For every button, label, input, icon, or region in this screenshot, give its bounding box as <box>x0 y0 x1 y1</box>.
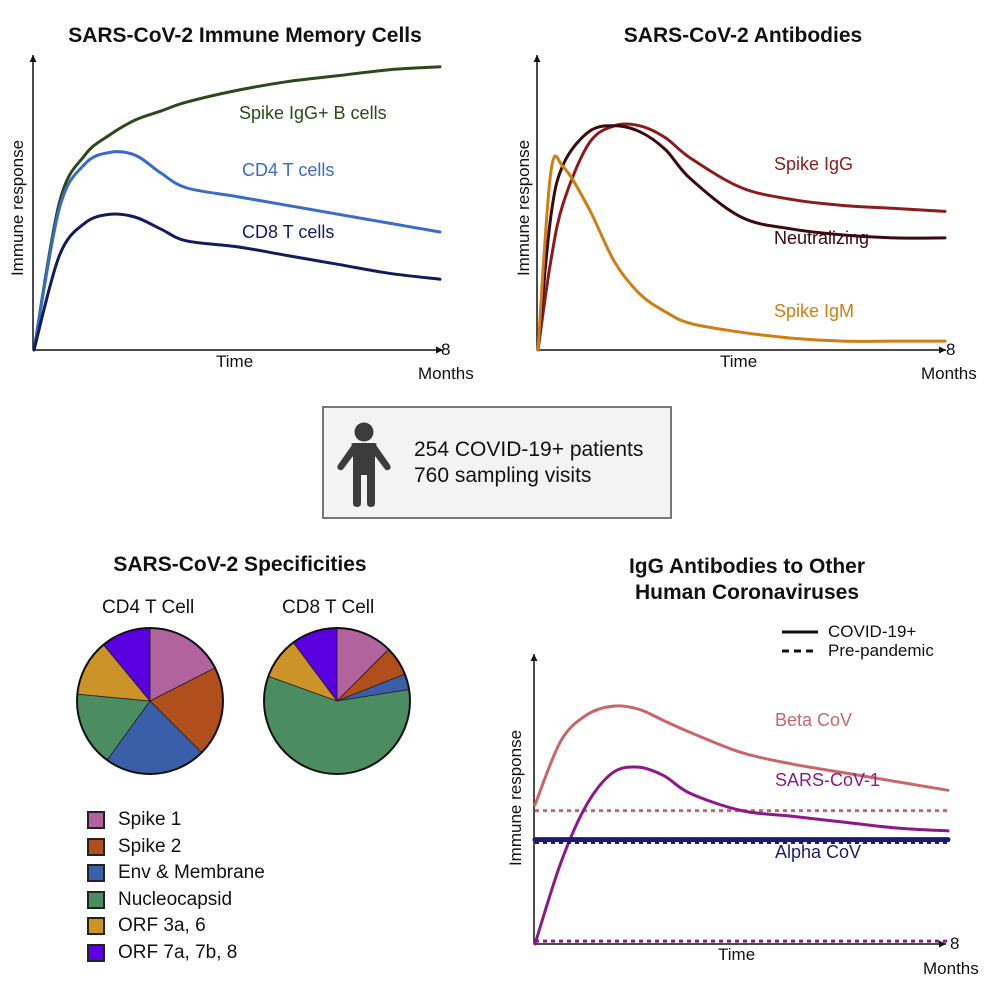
legend-item-nucleocapsid: Nucleocapsid <box>87 888 232 912</box>
line-cd4-t-cells <box>32 150 442 352</box>
cd4-pie-outline <box>76 627 224 775</box>
legend-label: Spike 2 <box>118 835 182 857</box>
legend-covid-positive: COVID-19+ <box>782 622 916 642</box>
line-spike-igg-b-cells <box>32 65 442 352</box>
series-label-spike-igg: Spike IgG <box>774 154 854 174</box>
legend-covid-positive-label: COVID-19+ <box>828 622 917 641</box>
series-label-beta-cov: Beta CoV <box>775 710 853 730</box>
legend-item-spike-2: Spike 2 <box>87 835 181 859</box>
antibodies-x-end-tick: 8 <box>946 340 956 359</box>
line-beta-cov-covid-19 <box>533 704 950 807</box>
other-cov-title-line2: Human Coronaviruses <box>634 581 860 604</box>
legend-label: Spike 1 <box>118 809 182 830</box>
solid-line-icon <box>782 630 818 634</box>
other-cov-title-line1: IgG Antibodies to Other <box>628 555 866 578</box>
series-label-b-cells: Spike IgG+ B cells <box>239 103 387 123</box>
line-cd8-t-cells <box>32 212 442 352</box>
antibodies-title: SARS-CoV-2 Antibodies <box>623 24 863 47</box>
legend-label: ORF 7a, 7b, 8 <box>118 941 238 963</box>
legend-item-spike-1: Spike 1 <box>87 808 181 832</box>
antibodies-xlabel: Time <box>720 352 758 371</box>
series-label-cd4: CD4 T cells <box>242 160 335 180</box>
memory-cells-title: SARS-CoV-2 Immune Memory Cells <box>68 24 422 47</box>
legend-item-orf-3a-6: ORF 3a, 6 <box>87 914 206 938</box>
legend-pre-pandemic: Pre-pandemic <box>782 641 934 661</box>
other-cov-x-end-tick: 8 <box>950 934 960 953</box>
legend-item-orf-7a-7b-8: ORF 7a, 7b, 8 <box>87 941 237 965</box>
line-sars-cov-1-covid-19 <box>533 765 950 946</box>
memory-cells-x-end-tick: 8 <box>441 340 451 359</box>
cd4-pie <box>76 627 224 775</box>
series-label-spike-igm: Spike IgM <box>774 301 855 321</box>
series-label-sars-cov-1: SARS-CoV-1 <box>775 770 881 790</box>
legend-item-env-membrane: Env & Membrane <box>87 861 265 885</box>
memory-cells-y-arrow-icon <box>29 55 37 62</box>
legend-pre-pandemic-label: Pre-pandemic <box>828 641 934 660</box>
legend-swatch-icon <box>87 890 105 909</box>
other-cov-x-arrow-icon <box>939 940 946 948</box>
antibodies-y-arrow-icon <box>533 55 541 62</box>
patient-count: 254 COVID-19+ patients <box>414 438 644 461</box>
series-label-neutralizing: Neutralizing <box>774 228 870 248</box>
legend-swatch-icon <box>87 811 105 829</box>
other-cov-x-end-unit: Months <box>923 959 979 978</box>
legend-label: ORF 3a, 6 <box>118 915 206 936</box>
pie-label-cd8: CD8 T Cell <box>282 597 375 618</box>
memory-cells-x-end-unit: Months <box>418 364 474 383</box>
memory-cells-x-arrow-icon <box>436 346 443 354</box>
line-neutralizing <box>536 124 947 352</box>
legend-label: Nucleocapsid <box>118 888 233 910</box>
other-cov-xlabel: Time <box>718 945 756 964</box>
person-icon <box>337 422 391 507</box>
series-label-cd8: CD8 T cells <box>242 222 335 242</box>
specificities-title: SARS-CoV-2 Specificities <box>113 553 367 576</box>
legend-swatch-icon <box>87 917 105 935</box>
dashed-line-icon <box>782 649 818 653</box>
memory-cells-xlabel: Time <box>216 352 254 371</box>
legend-swatch-icon <box>87 837 105 856</box>
line-spike-igg <box>536 122 947 352</box>
legend-swatch-icon <box>87 943 105 962</box>
antibodies-x-end-unit: Months <box>921 364 977 383</box>
legend-swatch-icon <box>87 864 105 882</box>
cd8-pie <box>263 627 411 775</box>
visit-count: 760 sampling visits <box>414 464 592 487</box>
antibodies-x-arrow-icon <box>939 346 946 354</box>
cohort-info-box: 254 COVID-19+ patients 760 sampling visi… <box>322 406 672 519</box>
legend-label: Env & Membrane <box>118 862 265 883</box>
pie-label-cd4: CD4 T Cell <box>102 597 195 618</box>
cd8-pie-outline <box>263 627 411 775</box>
other-cov-y-arrow-icon <box>530 654 538 661</box>
series-label-alpha-cov: Alpha CoV <box>775 842 862 862</box>
line-spike-igm <box>536 154 947 352</box>
